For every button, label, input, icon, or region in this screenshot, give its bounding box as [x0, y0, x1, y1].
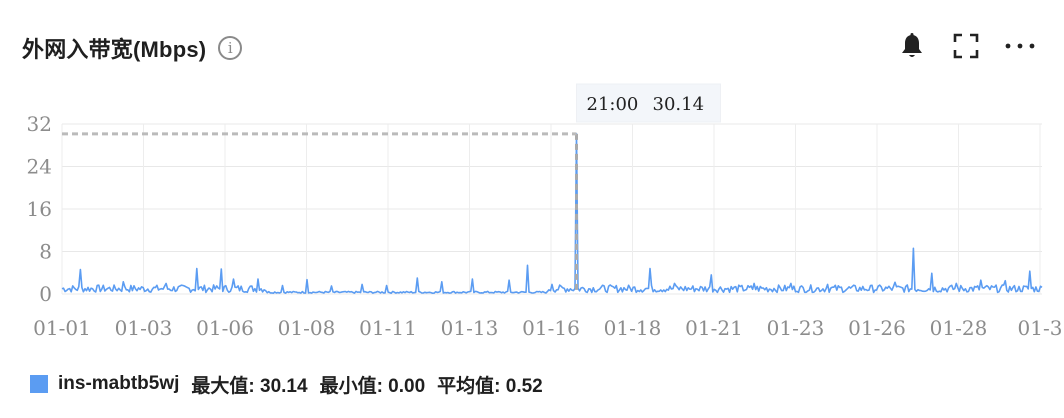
tooltip-value: 30.14 [653, 94, 705, 115]
x-tick-label: 01-3 [1018, 316, 1063, 340]
x-tick-label: 01-28 [930, 316, 988, 340]
x-tick-label: 01-18 [604, 316, 662, 340]
chart-area[interactable]: 0 8 16 24 32 01-01 01-03 01-06 01-08 01-11 01-13 0… [0, 80, 1064, 345]
tooltip-time: 21:00 [587, 94, 639, 115]
legend-max: 最大值: 30.14 [191, 375, 308, 397]
card-header: 外网入带宽(Mbps) i [22, 28, 243, 68]
x-tick-label: 01-21 [685, 316, 743, 340]
line-chart[interactable]: 0 8 16 24 32 01-01 01-03 01-06 01-08 01-11 01-13 0… [0, 80, 1064, 345]
x-tick-label: 01-06 [196, 316, 254, 340]
fullscreen-icon[interactable] [950, 30, 982, 62]
legend-swatch[interactable] [30, 375, 48, 393]
x-tick-label: 01-13 [441, 316, 499, 340]
y-tick-label: 16 [27, 197, 52, 221]
x-tick-label: 01-26 [848, 316, 906, 340]
legend-avg: 平均值: 0.52 [437, 375, 543, 397]
x-tick-label: 01-08 [278, 316, 336, 340]
series-line [61, 133, 1043, 294]
x-tick-label: 01-01 [33, 316, 91, 340]
x-tick-label: 01-23 [767, 316, 825, 340]
card-toolbar [896, 30, 1036, 62]
y-tick-label: 24 [27, 155, 52, 179]
x-tick-label: 01-16 [522, 316, 580, 340]
y-tick-label: 0 [39, 282, 52, 306]
more-icon[interactable] [1004, 30, 1036, 62]
card-title: 外网入带宽(Mbps) [22, 37, 207, 62]
y-tick-label: 8 [39, 240, 52, 264]
y-tick-label: 32 [27, 112, 52, 136]
legend-min: 最小值: 0.00 [319, 375, 426, 397]
x-tick-label: 01-11 [359, 316, 417, 340]
info-circle-icon[interactable]: i [218, 36, 243, 60]
tooltip: 21:00 30.14 [576, 83, 721, 123]
x-tick-label: 01-03 [115, 316, 173, 340]
bell-icon[interactable] [896, 30, 928, 62]
legend-series-name[interactable]: ins-mabtb5wj [58, 373, 180, 394]
legend[interactable]: ins-mabtb5wj 最大值: 30.14 最小值: 0.00 平均值: 0… [30, 370, 543, 398]
